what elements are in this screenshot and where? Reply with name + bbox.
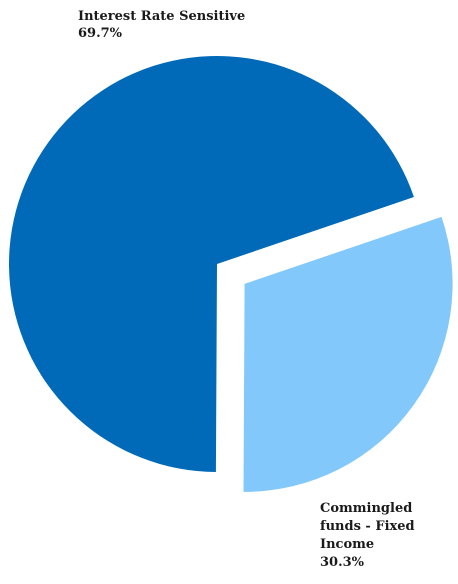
slice-label-commingled-funds: Commingled funds - Fixed Income 30.3% bbox=[320, 501, 419, 570]
pie-slice-interest-rate-sensitive bbox=[9, 56, 414, 472]
slice-label-interest-rate-sensitive-percent: 69.7% bbox=[78, 26, 123, 41]
svg-text:Commingled funds - Fixed: Commingled funds - Fixed Income 30.3% bbox=[320, 501, 419, 570]
slice-label-commingled-funds-percent: 30.3% bbox=[320, 555, 365, 570]
slice-label-commingled-funds-line-2: funds - Fixed bbox=[320, 519, 415, 534]
slice-label-commingled-funds-line-1: Commingled bbox=[320, 501, 412, 516]
pie-slices bbox=[9, 56, 453, 492]
pie-slice-commingled-funds-fixed-income bbox=[243, 216, 453, 492]
svg-text:Interest Rate Sensitive: Interest Rate Sensitive 69.7% bbox=[78, 9, 250, 41]
slice-label-interest-rate-sensitive: Interest Rate Sensitive 69.7% bbox=[78, 9, 250, 41]
slice-label-commingled-funds-line-3: Income bbox=[320, 537, 374, 552]
slice-label-interest-rate-sensitive-name: Interest Rate Sensitive bbox=[78, 9, 245, 24]
